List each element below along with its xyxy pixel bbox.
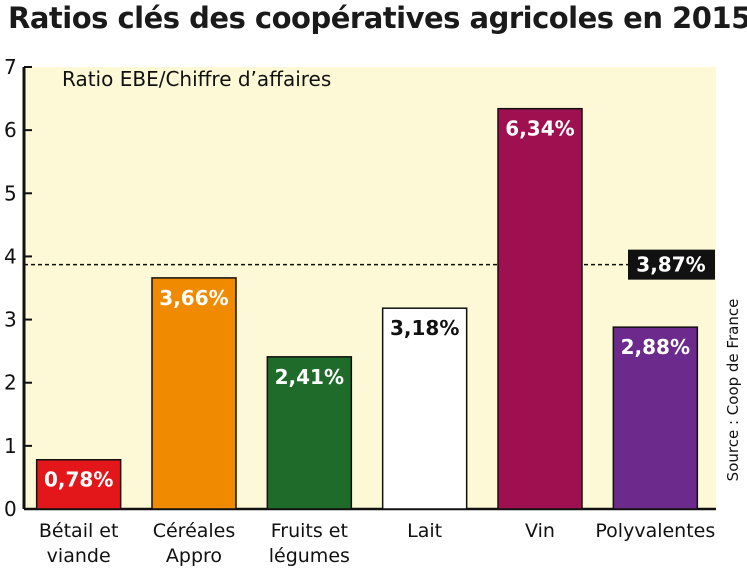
bar bbox=[497, 107, 583, 510]
bar-value-label: 0,78% bbox=[44, 468, 113, 492]
source-note: Source : Coop de France bbox=[724, 299, 742, 482]
x-category-label: Fruits et bbox=[271, 520, 348, 542]
bar bbox=[151, 277, 237, 510]
reference-line-label: 3,87% bbox=[636, 253, 705, 277]
y-tick-label: 7 bbox=[4, 55, 17, 79]
bar bbox=[612, 326, 699, 510]
y-tick-label: 1 bbox=[4, 434, 17, 458]
reference-line-badge bbox=[628, 249, 715, 280]
bar bbox=[381, 307, 468, 510]
x-category-label: Bétail et bbox=[39, 520, 119, 542]
y-tick-label: 5 bbox=[4, 181, 17, 205]
y-tick-label: 4 bbox=[4, 244, 17, 268]
bar-value-label: 3,66% bbox=[159, 286, 228, 310]
bar-value-label: 3,18% bbox=[390, 316, 459, 340]
x-category-label: Vin bbox=[525, 520, 555, 542]
y-tick-label: 3 bbox=[4, 308, 17, 332]
x-category-label: viande bbox=[47, 545, 111, 567]
x-category-label: Céréales bbox=[153, 520, 236, 542]
chart-title: Ratios clés des coopératives agricoles e… bbox=[8, 1, 747, 35]
chart-subtitle: Ratio EBE/Chiffre d’affaires bbox=[62, 67, 331, 91]
bar-value-label: 6,34% bbox=[505, 117, 574, 141]
bar-value-label: 2,88% bbox=[621, 335, 690, 359]
y-tick-label: 6 bbox=[4, 118, 17, 142]
bar-value-label: 2,41% bbox=[275, 365, 344, 389]
bar bbox=[35, 458, 122, 510]
x-category-label: Polyvalentes bbox=[595, 520, 715, 542]
x-category-label: Lait bbox=[407, 520, 442, 542]
y-tick-label: 0 bbox=[4, 497, 17, 521]
plot-background bbox=[24, 67, 716, 509]
x-category-label: Appro bbox=[166, 545, 222, 567]
y-tick-label: 2 bbox=[4, 371, 17, 395]
bar bbox=[266, 356, 353, 510]
x-category-label: légumes bbox=[269, 545, 350, 567]
